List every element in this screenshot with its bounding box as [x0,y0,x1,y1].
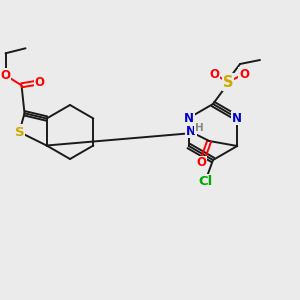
Text: O: O [209,68,219,80]
Text: Cl: Cl [198,176,212,188]
Text: N: N [186,124,196,137]
Text: H: H [195,123,204,133]
Text: O: O [196,157,206,169]
Text: N: N [184,112,194,124]
Text: O: O [1,69,10,82]
Text: S: S [14,125,24,139]
Text: N: N [232,112,242,124]
Text: O: O [34,76,44,89]
Text: S: S [223,74,233,89]
Text: O: O [239,68,249,80]
